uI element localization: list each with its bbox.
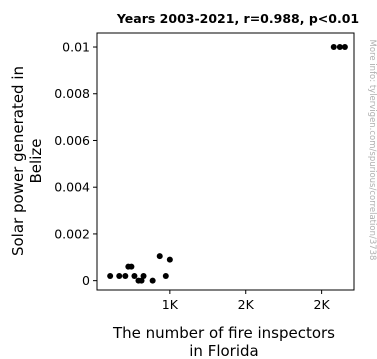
x-axis-label-line-2: in Florida	[189, 342, 258, 359]
data-point	[331, 44, 337, 50]
y-tick-label: 0.004	[54, 180, 90, 195]
data-point	[122, 273, 128, 279]
data-point	[131, 273, 137, 279]
data-point	[116, 273, 122, 279]
x-tick-label: 2K	[314, 297, 331, 312]
y-tick-label: 0.006	[54, 133, 90, 148]
data-point	[107, 273, 113, 279]
data-point	[342, 44, 348, 50]
y-axis-label-line-2: Belize	[27, 139, 45, 184]
data-point	[163, 273, 169, 279]
y-tick-label: 0.002	[54, 226, 90, 241]
data-point	[157, 253, 163, 259]
y-axis-label-line-1: Solar power generated in	[9, 66, 27, 256]
x-tick-label: 2K	[238, 297, 255, 312]
chart-title: Years 2003-2021, r=0.988, p<0.01	[116, 11, 359, 26]
y-tick-label: 0.01	[62, 40, 90, 55]
y-tick-label: 0.008	[54, 86, 90, 101]
x-tick-label: 1K	[162, 297, 179, 312]
data-points	[107, 44, 348, 284]
source-note: More info: tylervigen.com/spurious/corre…	[367, 40, 377, 261]
y-tick-label: 0	[82, 273, 90, 288]
data-point	[128, 264, 134, 270]
x-axis-label-line-1: The number of fire inspectors	[112, 324, 335, 342]
data-point	[141, 273, 147, 279]
y-axis-ticks: 0 0.002 0.004 0.006 0.008 0.01	[54, 40, 97, 289]
plot-frame	[97, 33, 354, 290]
x-axis-ticks: 1K 2K 2K	[162, 290, 331, 312]
data-point	[150, 278, 156, 284]
data-point	[167, 257, 173, 263]
